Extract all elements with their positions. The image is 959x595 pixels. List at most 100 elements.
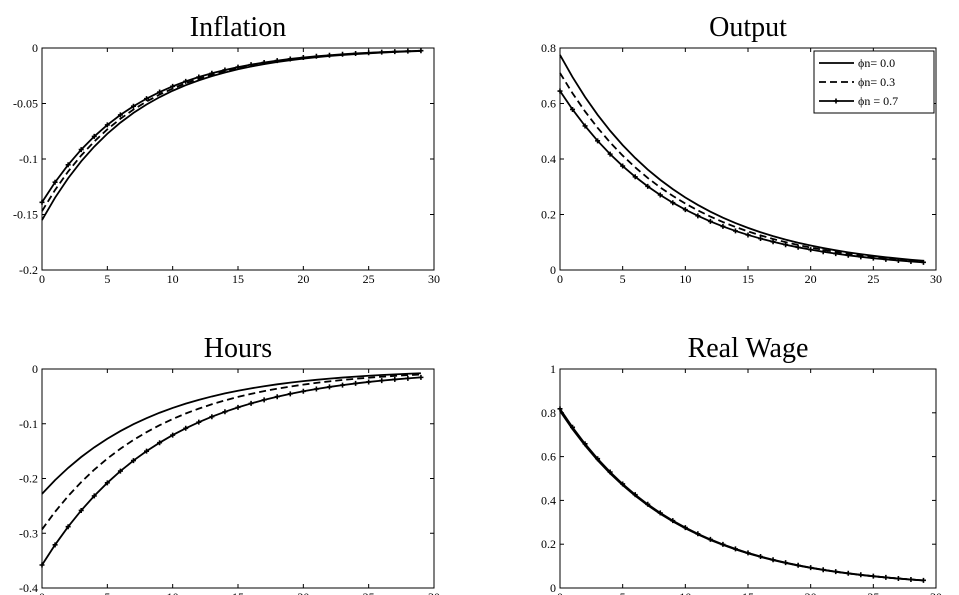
series-line-1 <box>559 410 924 582</box>
y-tick-label: 1 <box>550 362 556 376</box>
series-point <box>326 52 332 58</box>
series-line-3 <box>41 49 421 203</box>
series-point <box>758 554 764 560</box>
series-point <box>858 572 864 578</box>
chart-title: Real Wage <box>688 333 809 364</box>
series-point <box>130 458 136 464</box>
y-tick-label: -0.3 <box>19 526 38 540</box>
series-point <box>682 207 688 213</box>
series-point <box>833 569 839 575</box>
x-tick-label: 20 <box>805 590 817 595</box>
series-point <box>353 50 359 56</box>
series-point <box>274 58 280 64</box>
series-point <box>418 374 424 380</box>
series-point <box>405 375 411 381</box>
series-line-3 <box>559 408 924 582</box>
series-point <box>883 574 889 580</box>
series-point <box>670 518 676 524</box>
x-tick-label: 25 <box>867 272 879 286</box>
series-point <box>313 386 319 392</box>
series-point <box>52 179 58 185</box>
series-point <box>52 542 58 548</box>
series-point <box>682 525 688 531</box>
series-point <box>340 51 346 57</box>
series-point <box>732 228 738 234</box>
series-point <box>274 394 280 400</box>
series-point <box>595 138 601 144</box>
x-tick-label: 15 <box>742 590 754 595</box>
series-point <box>657 510 663 516</box>
series-point <box>707 218 713 224</box>
series-point <box>209 70 215 76</box>
series-point <box>222 409 228 415</box>
series-point <box>758 236 764 242</box>
series-point <box>607 151 613 157</box>
x-tick-label: 0 <box>39 272 45 286</box>
series-point <box>65 524 71 530</box>
series-point <box>745 550 751 556</box>
series-point <box>808 565 814 571</box>
series-point <box>287 391 293 397</box>
series-point <box>300 388 306 394</box>
series-point <box>820 567 826 573</box>
x-tick-label: 30 <box>930 590 942 595</box>
series-point <box>920 259 926 265</box>
y-tick-label: -0.1 <box>19 417 38 431</box>
legend-label-3: ϕn = 0.7 <box>858 94 898 108</box>
series-point <box>39 562 45 568</box>
series-line-1 <box>559 54 924 262</box>
series-point <box>632 174 638 180</box>
series-point <box>222 67 228 73</box>
y-tick-label: -0.05 <box>13 97 38 111</box>
series-line-2 <box>41 373 421 530</box>
chart-title: Hours <box>204 333 272 364</box>
series-point <box>707 536 713 542</box>
series-point <box>557 88 563 94</box>
series-line-1 <box>41 372 421 495</box>
series-point <box>720 541 726 547</box>
x-tick-label: 0 <box>39 590 45 595</box>
series-point <box>104 122 110 128</box>
series-point <box>808 247 814 253</box>
series-point <box>130 103 136 109</box>
series-point <box>833 251 839 257</box>
series-point <box>91 133 97 139</box>
x-tick-label: 30 <box>428 590 440 595</box>
x-tick-label: 20 <box>297 590 309 595</box>
series-point <box>745 232 751 238</box>
plot-frame <box>41 47 435 271</box>
series-point <box>770 239 776 245</box>
x-tick-label: 10 <box>167 272 179 286</box>
series-point <box>620 163 626 169</box>
y-tick-label: 0.4 <box>541 493 556 507</box>
series-point <box>379 49 385 55</box>
series-point <box>261 59 267 65</box>
series-point <box>91 493 97 499</box>
series-point <box>732 546 738 552</box>
series-point <box>170 432 176 438</box>
series-point <box>557 406 563 412</box>
series-point <box>366 379 372 385</box>
series-point <box>392 49 398 55</box>
series-line-2 <box>41 49 421 212</box>
series-point <box>379 378 385 384</box>
series-point <box>170 83 176 89</box>
legend-label-1: ϕn= 0.0 <box>858 56 895 70</box>
y-tick-label: 0.6 <box>541 97 556 111</box>
x-tick-label: 25 <box>363 590 375 595</box>
plot-frame <box>41 368 435 589</box>
series-point <box>144 448 150 454</box>
x-tick-label: 20 <box>805 272 817 286</box>
series-point <box>157 89 163 95</box>
series-point <box>582 123 588 129</box>
series-point <box>65 162 71 168</box>
y-tick-label: 0.2 <box>541 208 556 222</box>
series-point <box>78 147 84 153</box>
y-tick-label: 0.6 <box>541 450 556 464</box>
series-point <box>820 249 826 255</box>
chart-1: Inflation 0 5 10 15 20 25 30 -0.2 -0.15 -0.1 -0.05 0 <box>13 12 440 286</box>
y-tick-label: 0.8 <box>541 41 556 55</box>
y-tick-label: 0 <box>32 362 38 376</box>
series-point <box>858 254 864 260</box>
series-point <box>144 96 150 102</box>
